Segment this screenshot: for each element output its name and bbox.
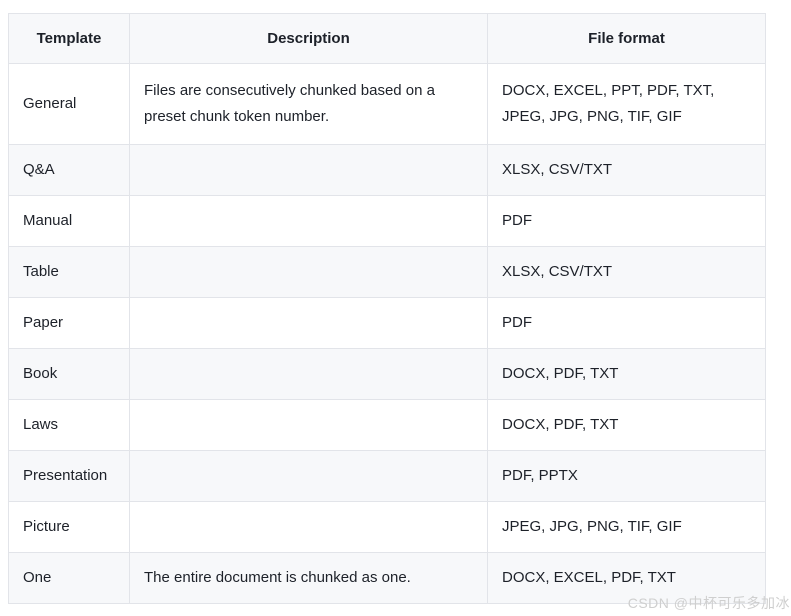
description-cell bbox=[129, 399, 488, 451]
template-cell: Manual bbox=[8, 195, 130, 247]
description-cell bbox=[129, 144, 488, 196]
file-format-cell: DOCX, PDF, TXT bbox=[487, 399, 766, 451]
description-cell bbox=[129, 246, 488, 298]
description-cell bbox=[129, 195, 488, 247]
table-row: Picture JPEG, JPG, PNG, TIF, GIF bbox=[8, 501, 766, 553]
table-row: Presentation PDF, PPTX bbox=[8, 450, 766, 502]
table-header-row: Template Description File format bbox=[8, 13, 766, 64]
table-row: Laws DOCX, PDF, TXT bbox=[8, 399, 766, 451]
header-cell-description: Description bbox=[129, 13, 488, 64]
table-row: General Files are consecutively chunked b… bbox=[8, 63, 766, 145]
template-cell: General bbox=[8, 63, 130, 145]
file-format-cell: XLSX, CSV/TXT bbox=[487, 144, 766, 196]
csdn-watermark: CSDN @中杯可乐多加冰 bbox=[627, 595, 790, 611]
table-row: Book DOCX, PDF, TXT bbox=[8, 348, 766, 400]
description-cell bbox=[129, 501, 488, 553]
table-row: Table XLSX, CSV/TXT bbox=[8, 246, 766, 298]
template-cell: Paper bbox=[8, 297, 130, 349]
table-row: Manual PDF bbox=[8, 195, 766, 247]
template-cell: Laws bbox=[8, 399, 130, 451]
file-format-cell: XLSX, CSV/TXT bbox=[487, 246, 766, 298]
description-cell: Files are consecutively chunked based on… bbox=[129, 63, 488, 145]
template-cell: Q&A bbox=[8, 144, 130, 196]
description-cell bbox=[129, 348, 488, 400]
table-row: Q&A XLSX, CSV/TXT bbox=[8, 144, 766, 196]
description-cell bbox=[129, 297, 488, 349]
template-cell: Picture bbox=[8, 501, 130, 553]
header-cell-file-format: File format bbox=[487, 13, 766, 64]
file-format-cell: PDF, PPTX bbox=[487, 450, 766, 502]
template-cell: One bbox=[8, 552, 130, 604]
file-format-cell: DOCX, EXCEL, PDF, TXT bbox=[487, 552, 766, 604]
template-cell: Book bbox=[8, 348, 130, 400]
description-cell: The entire document is chunked as one. bbox=[129, 552, 488, 604]
table-header: Template Description File format bbox=[8, 13, 766, 64]
header-cell-template: Template bbox=[8, 13, 130, 64]
file-format-cell: PDF bbox=[487, 195, 766, 247]
file-format-cell: DOCX, EXCEL, PPT, PDF, TXT, JPEG, JPG, P… bbox=[487, 63, 766, 145]
file-format-cell: DOCX, PDF, TXT bbox=[487, 348, 766, 400]
table-body: General Files are consecutively chunked b… bbox=[8, 63, 766, 604]
template-cell: Table bbox=[8, 246, 130, 298]
description-cell bbox=[129, 450, 488, 502]
table-row: Paper PDF bbox=[8, 297, 766, 349]
template-cell: Presentation bbox=[8, 450, 130, 502]
file-format-cell: JPEG, JPG, PNG, TIF, GIF bbox=[487, 501, 766, 553]
file-format-table: Template Description File format General… bbox=[8, 13, 766, 604]
file-format-cell: PDF bbox=[487, 297, 766, 349]
table-row: One The entire document is chunked as one… bbox=[8, 552, 766, 604]
